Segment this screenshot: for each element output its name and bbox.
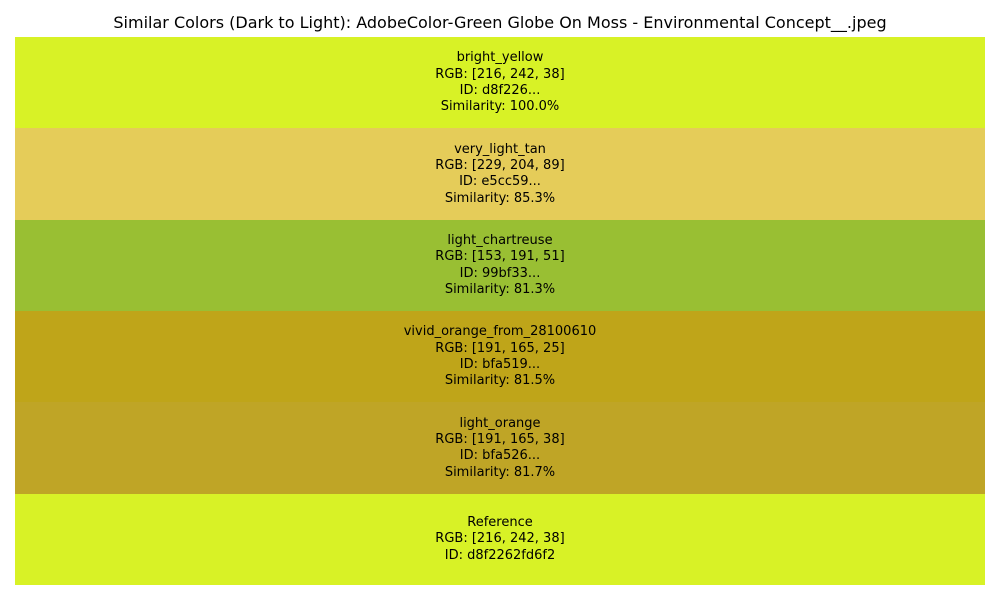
swatch-label-group: vivid_orange_from_28100610 RGB: [191, 165… xyxy=(404,324,597,389)
swatch-stack: bright_yellow RGB: [216, 242, 38] ID: d8f2… xyxy=(15,37,985,586)
swatch-label-group: light_orange RGB: [191, 165, 38] ID: bfa52… xyxy=(435,416,564,481)
swatch-id: ID: d8f2262fd6f2 xyxy=(444,547,556,563)
swatch-id: ID: 99bf33... xyxy=(459,265,541,281)
swatch-name: Reference xyxy=(467,515,533,531)
swatch-id: ID: e5cc59... xyxy=(459,174,541,190)
swatch-rgb: RGB: [216, 242, 38] xyxy=(435,66,565,82)
swatch-label-group: bright_yellow RGB: [216, 242, 38] ID: d8f2… xyxy=(435,50,564,115)
swatch-name: bright_yellow xyxy=(456,50,544,66)
swatch-id: ID: bfa519... xyxy=(459,356,541,372)
swatch-similarity: Similarity: 85.3% xyxy=(444,190,556,206)
swatch-rgb: RGB: [229, 204, 89] xyxy=(435,157,565,173)
swatch-label-group: light_chartreuse RGB: [153, 191, 51] ID: 9… xyxy=(435,233,564,298)
swatch-rgb: RGB: [216, 242, 38] xyxy=(435,531,565,547)
color-swatch: vivid_orange_from_28100610 RGB: [191, 165… xyxy=(15,311,985,403)
chart-title: Similar Colors (Dark to Light): AdobeCol… xyxy=(113,13,887,32)
swatch-similarity: Similarity: 81.3% xyxy=(444,281,556,297)
swatch-rgb: RGB: [191, 165, 38] xyxy=(435,431,565,447)
color-swatch: light_orange RGB: [191, 165, 38] ID: bfa52… xyxy=(15,402,985,495)
swatch-similarity: Similarity: 100.0% xyxy=(440,99,560,115)
swatch-rgb: RGB: [153, 191, 51] xyxy=(435,249,565,265)
swatch-label-group: very_light_tan RGB: [229, 204, 89] ID: e5c… xyxy=(435,142,564,207)
color-swatch: bright_yellow RGB: [216, 242, 38] ID: d8f2… xyxy=(15,37,985,129)
swatch-rgb: RGB: [191, 165, 25] xyxy=(435,340,565,356)
color-swatch: very_light_tan RGB: [229, 204, 89] ID: e5c… xyxy=(15,128,985,221)
color-swatch: Reference RGB: [216, 242, 38] ID: d8f2262f… xyxy=(15,493,985,586)
swatch-similarity: Similarity: 81.5% xyxy=(444,373,556,389)
swatch-id: ID: d8f226... xyxy=(459,82,541,98)
swatch-name: vivid_orange_from_28100610 xyxy=(403,324,597,340)
swatch-name: light_orange xyxy=(459,415,541,431)
swatch-label-group: Reference RGB: [216, 242, 38] ID: d8f2262f… xyxy=(435,515,564,564)
color-swatch: light_chartreuse RGB: [153, 191, 51] ID: 9… xyxy=(15,219,985,312)
swatch-similarity: Similarity: 81.7% xyxy=(444,464,556,480)
swatch-name: very_light_tan xyxy=(454,141,546,157)
swatch-id: ID: bfa526... xyxy=(459,448,541,464)
swatch-name: light_chartreuse xyxy=(447,232,553,248)
